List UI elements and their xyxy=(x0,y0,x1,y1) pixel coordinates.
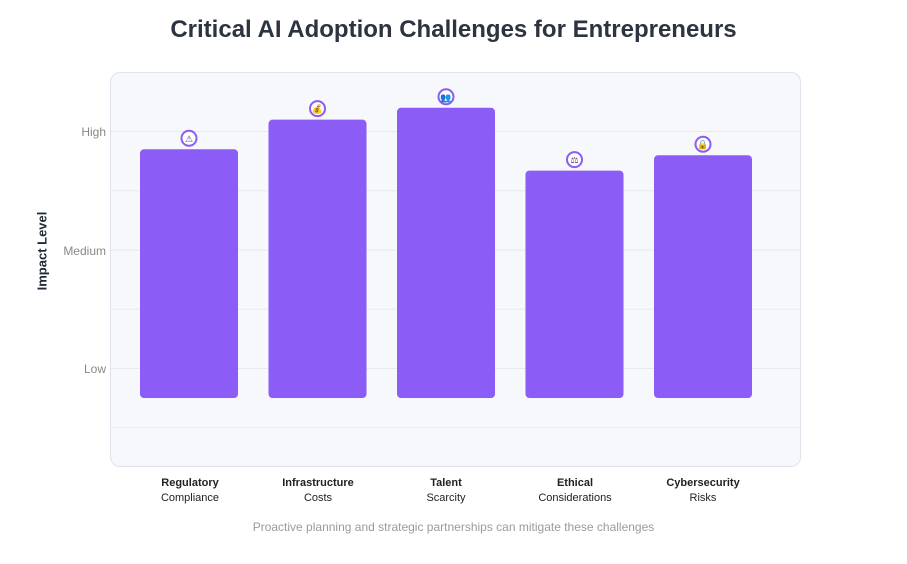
x-category-infrastructure: Infrastructure Costs xyxy=(253,476,383,506)
footnote: Proactive planning and strategic partner… xyxy=(252,520,655,534)
people-icon: 👥 xyxy=(437,88,455,106)
svg-text:👥: 👥 xyxy=(440,93,451,103)
x-category-line2: Considerations xyxy=(538,492,612,504)
x-category-line1: Infrastructure xyxy=(282,477,354,489)
x-category-line1: Ethical xyxy=(556,477,594,489)
y-tick-high: High xyxy=(81,125,106,139)
svg-text:⚠: ⚠ xyxy=(185,135,193,145)
x-category-talent: Talent Scarcity xyxy=(381,476,511,506)
x-category-line2: Scarcity xyxy=(426,492,466,504)
lock-icon: 🔒 xyxy=(694,135,712,153)
money-bag-icon: 💰 xyxy=(309,100,326,118)
bar-talent xyxy=(397,107,495,399)
x-category-regulatory: Regulatory Compliance xyxy=(125,476,255,506)
svg-text:🔒: 🔒 xyxy=(697,140,708,151)
x-category-line1: Talent xyxy=(430,477,462,489)
warning-icon: ⚠ xyxy=(180,129,198,147)
svg-text:💰: 💰 xyxy=(312,103,323,115)
bar-infrastructure xyxy=(268,119,367,399)
y-tick-low: Low xyxy=(83,362,106,376)
bar-regulatory xyxy=(140,149,238,398)
x-category-line1: Cybersecurity xyxy=(666,477,740,489)
chart-title: Critical AI Adoption Challenges for Entr… xyxy=(170,16,737,43)
x-category-line2: Costs xyxy=(303,492,333,504)
x-category-ethical: Ethical Considerations xyxy=(510,476,640,506)
scales-icon: ⚖ xyxy=(566,151,583,169)
bar-ethical xyxy=(525,170,624,398)
x-category-line2: Compliance xyxy=(160,492,220,504)
bar-cybersecurity xyxy=(654,155,752,398)
y-tick-medium: Medium xyxy=(63,244,106,258)
x-category-cybersecurity: Cybersecurity Risks xyxy=(638,476,768,506)
svg-text:⚖: ⚖ xyxy=(570,156,578,166)
x-category-line2: Risks xyxy=(689,492,717,504)
x-category-line1: Regulatory xyxy=(161,477,219,489)
